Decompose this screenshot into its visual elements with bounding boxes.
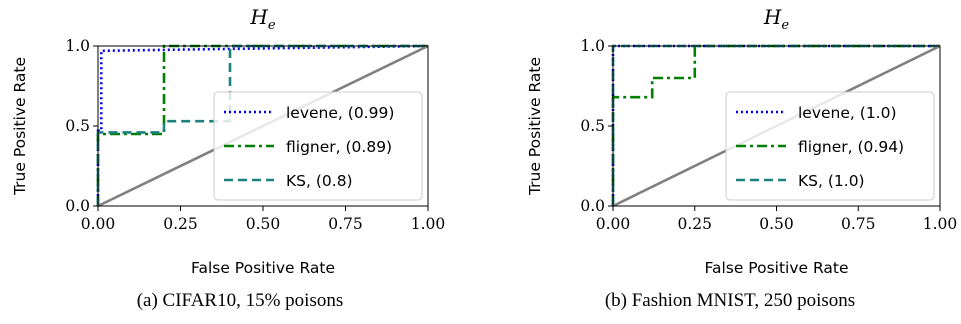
legend-label: fligner, (0.89) — [286, 138, 392, 156]
legend-box — [213, 91, 423, 201]
x-tick-label: 0.75 — [328, 215, 363, 233]
x-axis-label: False Positive Rate — [191, 259, 335, 277]
y-tick-label: 0.5 — [65, 117, 90, 135]
x-tick-label: 0.00 — [596, 215, 631, 233]
x-tick-label: 0.00 — [81, 215, 116, 233]
chart-title-subscript: e — [781, 18, 789, 33]
x-tick-label: 0.50 — [759, 215, 794, 233]
series-line-fligner — [96, 44, 428, 206]
x-tick-label: 1.00 — [923, 215, 958, 233]
x-axis-label: False Positive Rate — [704, 259, 848, 277]
legend: levene, (1.0) fligner, (0.94) KS, (1.0) — [725, 91, 935, 201]
y-tick-label: 0.0 — [65, 197, 90, 215]
legend-label: KS, (0.8) — [286, 172, 353, 190]
legend-label: levene, (1.0) — [798, 104, 897, 122]
y-tick-label: 1.0 — [580, 37, 605, 55]
x-tick-label: 0.25 — [677, 215, 712, 233]
y-tick-label: 0.0 — [580, 197, 605, 215]
y-axis-label: True Positive Rate — [526, 57, 544, 196]
chart-panel-b: He 0.00 0.25 0.50 0.75 1.00 0.0 0.5 1.0 False Pos… — [526, 5, 957, 277]
x-tick-label: 0.25 — [163, 215, 198, 233]
legend-label: fligner, (0.94) — [798, 138, 904, 156]
legend-box — [725, 91, 935, 201]
x-tick-label: 0.50 — [246, 215, 281, 233]
y-tick-label: 1.0 — [65, 37, 90, 55]
chart-title-subscript: e — [268, 18, 276, 33]
y-tick-label: 0.5 — [580, 117, 605, 135]
chart-title: He — [249, 5, 275, 33]
caption-a: (a) CIFAR10, 15% poisons — [136, 290, 344, 311]
legend-label: levene, (0.99) — [286, 104, 394, 122]
x-tick-label: 0.75 — [841, 215, 876, 233]
chart-panel-a: He 0.00 0.25 0.50 0.75 1.00 0.0 0.5 1.0 False Pos… — [11, 5, 445, 277]
chart-title: He — [763, 5, 789, 33]
x-tick-label: 1.00 — [411, 215, 446, 233]
legend-label: KS, (1.0) — [798, 172, 865, 190]
legend: levene, (0.99) fligner, (0.89) KS, (0.8) — [213, 91, 423, 201]
y-axis-label: True Positive Rate — [11, 57, 29, 196]
caption-b: (b) Fashion MNIST, 250 poisons — [604, 290, 856, 311]
